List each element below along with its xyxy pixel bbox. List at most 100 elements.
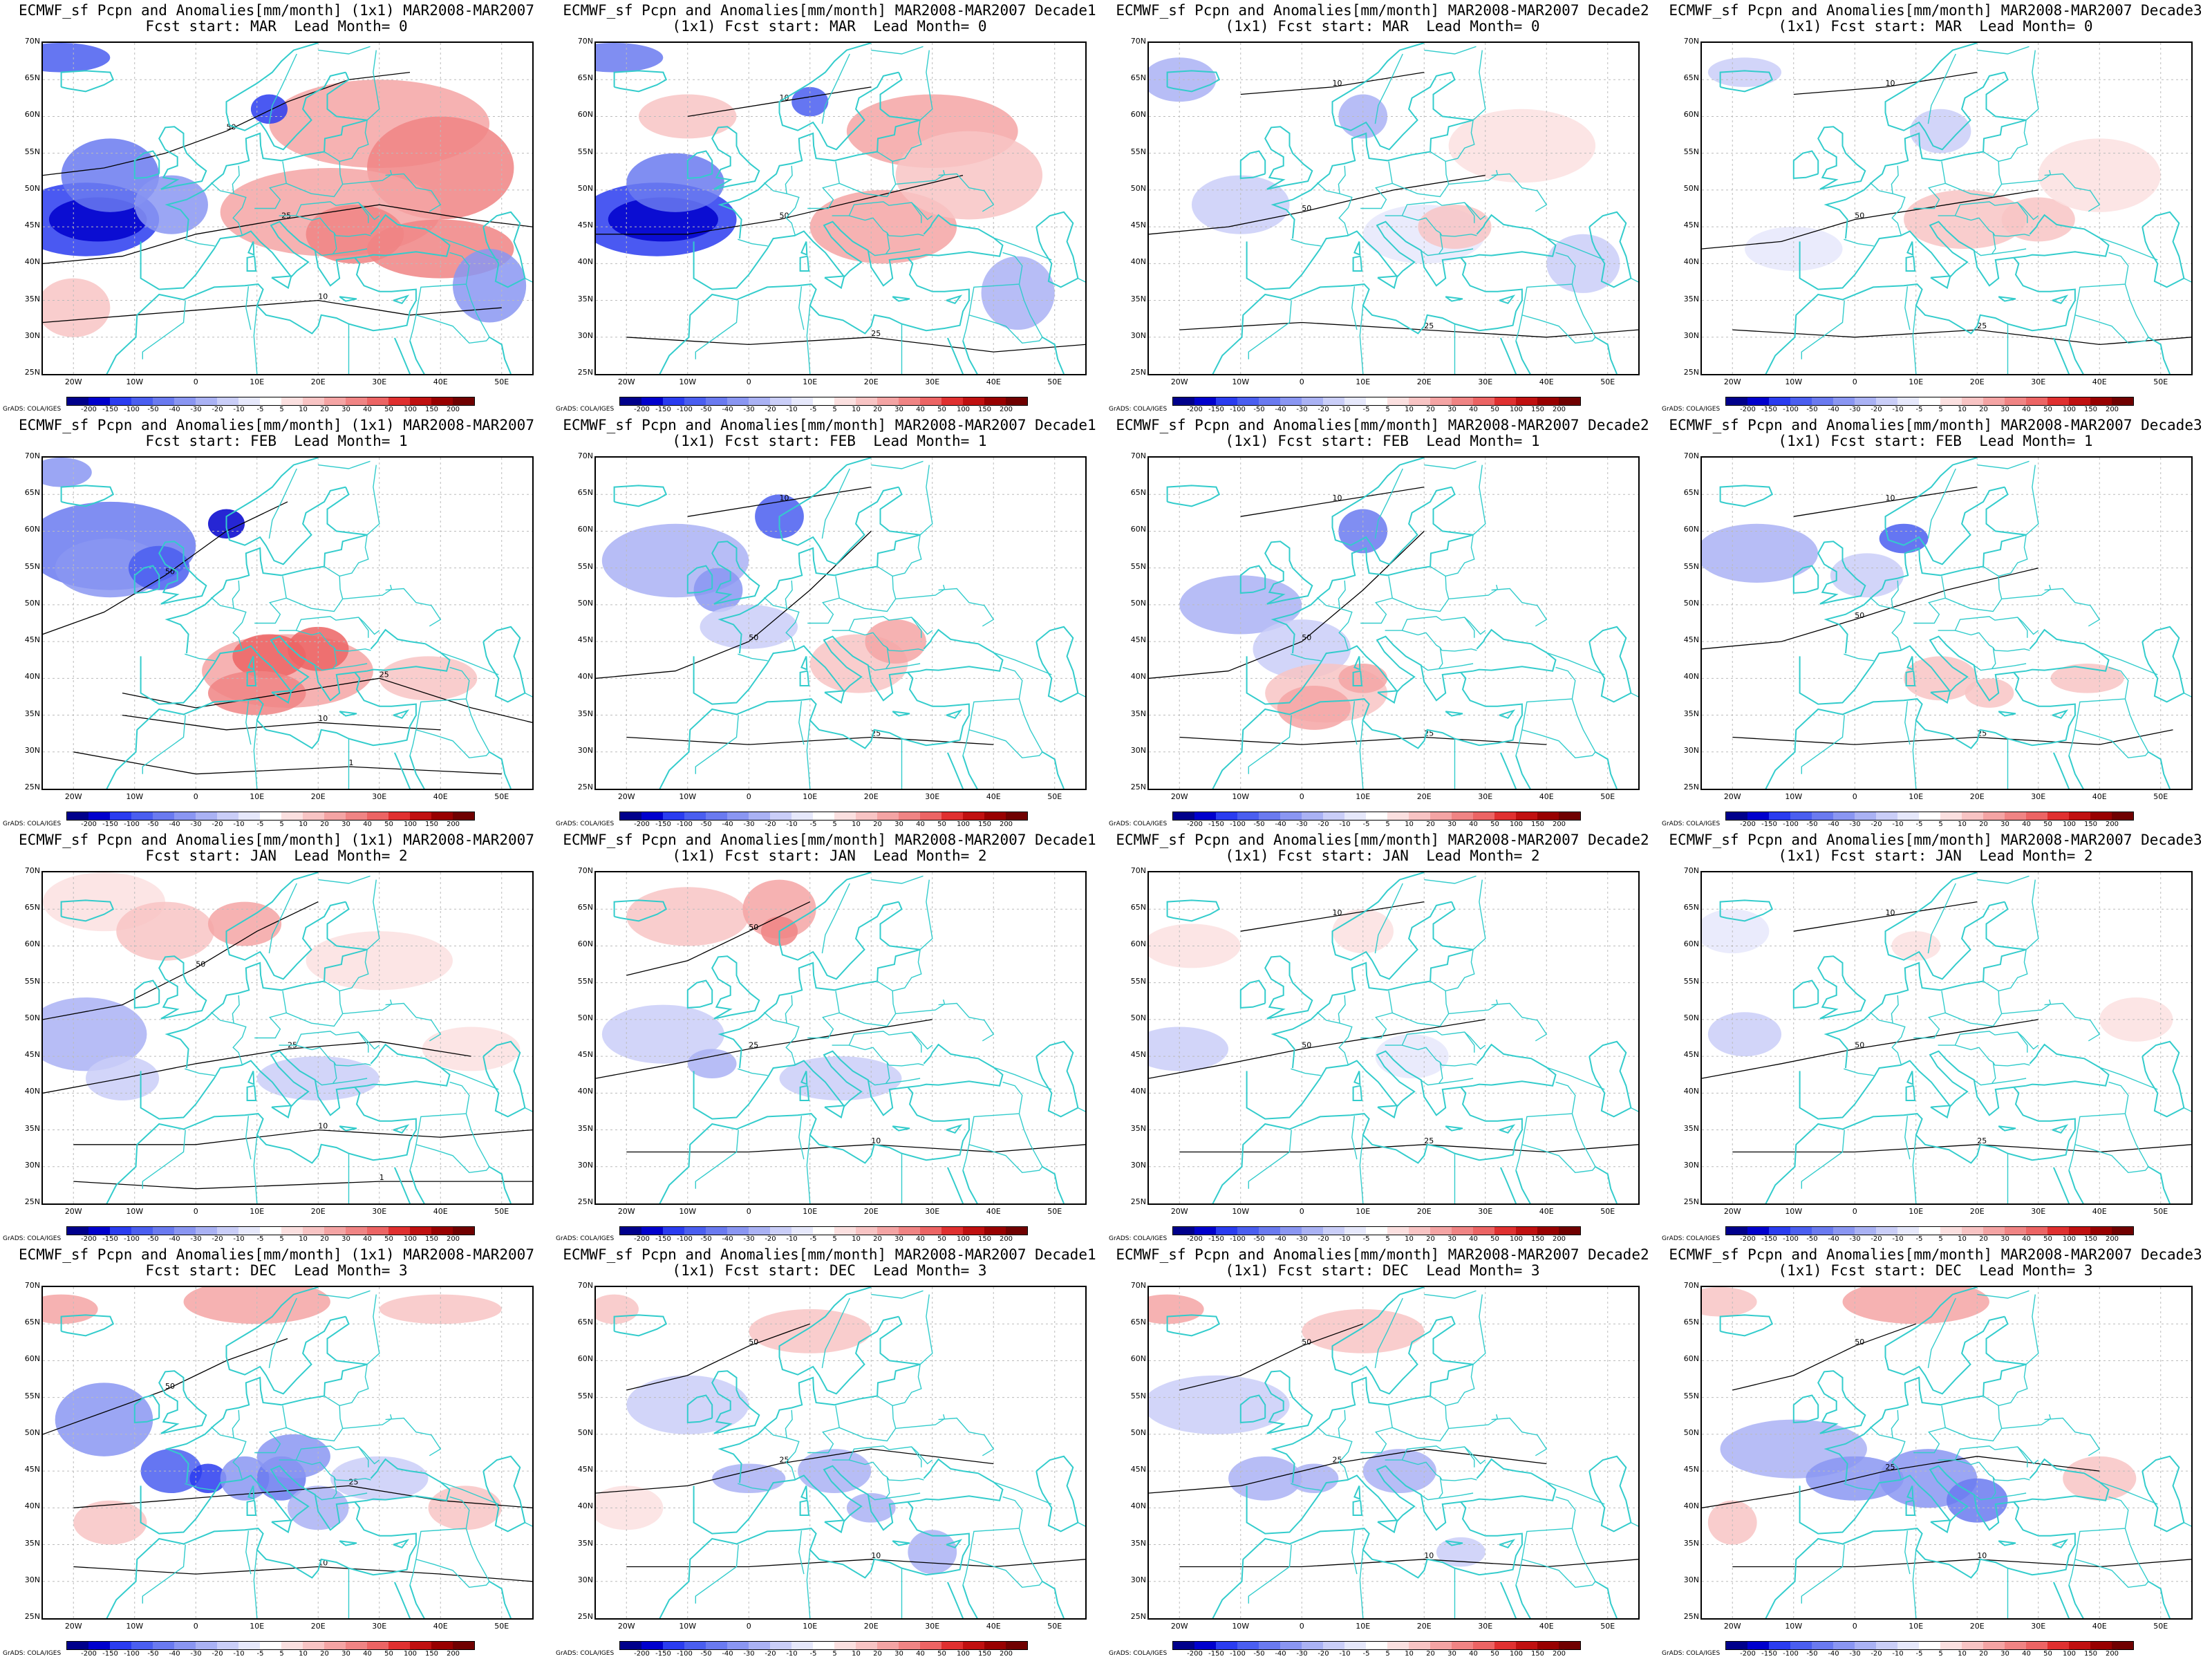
country-border: [2044, 1417, 2101, 1456]
lon-tick-label: 40E: [433, 792, 448, 801]
coastline: [140, 1458, 451, 1535]
colorbar-swatch: [963, 397, 984, 405]
lon-tick-label: 10W: [1785, 792, 1803, 801]
country-border: [366, 1294, 380, 1365]
country-border: [993, 237, 1052, 261]
lon-tick-label: 20E: [1416, 1622, 1432, 1631]
colorbar-swatch: [431, 1642, 453, 1649]
lon-tick-label: 10W: [679, 1207, 697, 1216]
colorbar-swatch: [1237, 397, 1259, 405]
colorbar-swatch: [1559, 1642, 1580, 1649]
lat-tick-label: 55N: [1683, 561, 1699, 571]
colorbar-swatch: [1387, 397, 1409, 405]
lat-tick-label: 45N: [577, 1465, 593, 1474]
colorbar-label: 20: [1979, 406, 1988, 413]
colorbar-swatch: [1323, 812, 1344, 820]
anomaly-blob: [1842, 1287, 1989, 1324]
anomaly-blob: [134, 175, 208, 234]
colorbar-swatch: [856, 1227, 877, 1235]
contour-label: 25: [871, 329, 881, 338]
contour-line: [1179, 1559, 1638, 1568]
colorbar-swatch: [324, 1642, 346, 1649]
colorbar-label: -50: [1806, 406, 1818, 413]
country-border: [2074, 1496, 2149, 1588]
lat-tick-label: 50N: [24, 598, 40, 608]
country-border: [2099, 237, 2158, 261]
country-border: [1316, 1011, 1353, 1066]
anomaly-blob: [379, 656, 478, 701]
country-border: [185, 653, 215, 662]
coastline: [2052, 1167, 2070, 1203]
colorbar-swatch: [899, 1227, 920, 1235]
colorbar: [66, 812, 475, 821]
country-border: [968, 666, 1043, 759]
coastline: [1799, 1043, 2110, 1120]
lat-tick-label: 65N: [1683, 903, 1699, 912]
colorbar-swatch: [2047, 1642, 2069, 1649]
colorbar-swatch: [791, 1642, 813, 1649]
anomaly-blob: [742, 879, 816, 939]
coastline: [158, 126, 207, 190]
colorbar-swatch: [1302, 397, 1323, 405]
lon-tick-label: 0: [746, 1207, 751, 1216]
colorbar-swatch: [1897, 1227, 1919, 1235]
country-border: [1491, 173, 1548, 212]
colorbar-swatch: [260, 1227, 281, 1235]
country-border: [2074, 666, 2149, 759]
lat-tick-label: 35N: [24, 294, 40, 303]
country-border: [409, 315, 417, 341]
country-border: [1351, 1116, 1358, 1160]
colorbar-swatch: [1387, 1227, 1409, 1235]
lat-tick-label: 60N: [1130, 939, 1146, 949]
country-border: [232, 995, 240, 1024]
colorbar-label: -50: [700, 1650, 712, 1658]
colorbar-label: -30: [743, 1235, 755, 1243]
colorbar-swatch: [920, 812, 941, 820]
country-border: [1944, 565, 2003, 612]
lat-tick-label: 65N: [24, 1318, 40, 1327]
colorbar-swatch: [684, 812, 706, 820]
colorbar-label: 5: [1938, 1235, 1943, 1243]
panel-subtitle: (1x1) Fcst start: DEC Lead Month= 3: [1225, 1262, 1540, 1279]
colorbar-label: 30: [341, 406, 350, 413]
coastline: [718, 1316, 921, 1483]
coastline: [962, 1170, 978, 1203]
lon-tick-label: 20E: [1416, 377, 1432, 386]
lat-tick-label: 60N: [24, 1354, 40, 1364]
coastline: [2148, 336, 2171, 374]
country-border: [2124, 283, 2149, 338]
colorbar-label: 40: [916, 406, 925, 413]
map-area: 50 25 10: [594, 871, 1087, 1205]
country-border: [1913, 576, 1946, 624]
country-border: [1424, 875, 1477, 884]
country-border: [1359, 305, 1364, 374]
colorbar-label: -30: [743, 821, 755, 828]
panel-subtitle: (1x1) Fcst start: FEB Lead Month= 1: [672, 433, 987, 449]
colorbar-label: -10: [786, 1650, 798, 1658]
colorbar-swatch: [1790, 812, 1812, 820]
lat-tick-label: 50N: [24, 1013, 40, 1022]
colorbar-swatch: [131, 1642, 153, 1649]
country-border: [339, 534, 369, 577]
coastline: [393, 337, 411, 374]
colorbar-label: -5: [256, 1235, 264, 1243]
anomaly-blob: [43, 278, 111, 337]
coastline: [1930, 1519, 1951, 1534]
colorbar-label: -20: [1318, 406, 1329, 413]
country-border: [821, 1297, 850, 1369]
country-border: [279, 1031, 369, 1053]
coastline: [1792, 1394, 1819, 1423]
coastline: [1588, 211, 1632, 288]
colorbar-label: 10: [1958, 1235, 1967, 1243]
colorbar-label: -30: [190, 406, 202, 413]
country-border: [1904, 286, 1911, 330]
lat-tick-label: 45N: [1130, 1050, 1146, 1060]
grads-credit: GrADS: COLA/IGES: [1109, 406, 1168, 413]
country-border: [763, 597, 800, 651]
country-border: [342, 999, 393, 1015]
coastline: [2148, 1580, 2171, 1618]
colorbar-swatch: [620, 397, 641, 405]
anomaly-blob: [981, 256, 1055, 330]
